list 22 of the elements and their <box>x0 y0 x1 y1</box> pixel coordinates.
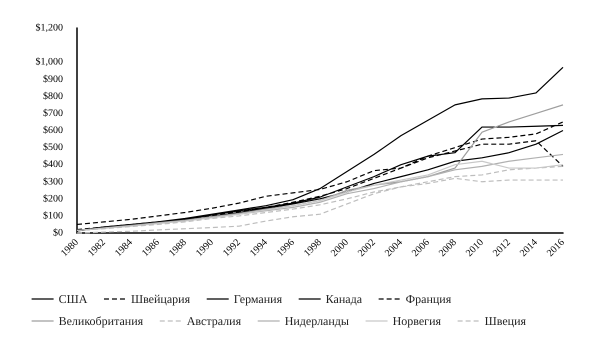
legend-label: Швеция <box>484 314 526 328</box>
legend-label: Германия <box>234 292 283 306</box>
y-tick-label: $1,200 <box>36 22 63 34</box>
legend-label: Нидерланды <box>284 314 349 328</box>
y-tick-label: $400 <box>43 159 63 170</box>
legend-label: США <box>58 292 88 306</box>
y-tick-label: $900 <box>43 74 63 85</box>
legend-label: Швейцария <box>130 292 191 306</box>
y-tick-label: $0 <box>53 228 63 238</box>
y-tick-label: $800 <box>43 90 63 102</box>
y-tick-label: $200 <box>43 193 63 204</box>
legend-label: Австралия <box>186 314 242 328</box>
y-tick-label: $1,000 <box>36 56 63 68</box>
y-tick-label: $300 <box>43 176 63 188</box>
legend-label: Канада <box>326 292 363 306</box>
y-tick-label: $100 <box>43 210 63 222</box>
legend-label: Франция <box>406 292 452 306</box>
legend-label: Норвегия <box>392 314 442 328</box>
y-tick-label: $500 <box>43 142 63 154</box>
y-tick-label: $600 <box>43 125 63 136</box>
y-tick-label: $700 <box>43 108 63 119</box>
legend-label: Великобритания <box>58 314 144 328</box>
